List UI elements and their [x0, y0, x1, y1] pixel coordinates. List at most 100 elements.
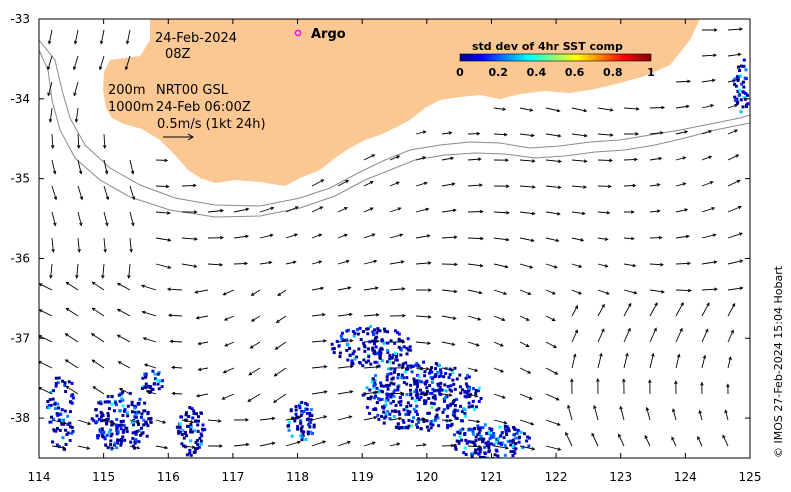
sst-pixel — [467, 428, 471, 432]
sst-pixel — [742, 85, 746, 89]
current-arrow — [701, 181, 714, 187]
current-arrow — [103, 185, 110, 201]
sst-pixel — [377, 352, 381, 356]
sst-pixel — [389, 367, 393, 371]
current-arrow — [389, 313, 406, 318]
sst-pixel — [394, 329, 398, 333]
sst-pixel — [289, 408, 293, 412]
current-arrow — [618, 433, 625, 447]
sst-pixel — [506, 427, 510, 431]
sst-pixel — [453, 387, 457, 391]
sst-pixel — [146, 412, 150, 416]
current-arrow — [51, 419, 67, 425]
sst-pixel — [133, 430, 137, 434]
sst-pixel — [106, 446, 110, 450]
sst-pixel — [299, 421, 303, 425]
sst-pixel — [156, 372, 160, 376]
current-arrow — [155, 158, 169, 163]
sst-pixel — [412, 416, 416, 420]
current-arrow — [467, 341, 480, 347]
current-arrow — [519, 159, 536, 163]
sst-pixel — [392, 370, 396, 374]
current-arrow — [389, 366, 406, 370]
current-arrow — [74, 107, 79, 123]
sst-pixel — [511, 440, 515, 444]
sst-pixel — [389, 401, 393, 405]
sst-pixel — [432, 402, 436, 406]
sst-pixel — [473, 443, 477, 447]
current-arrow — [649, 352, 655, 369]
current-arrow — [259, 260, 273, 265]
current-arrow — [649, 262, 664, 267]
sst-pixel — [389, 339, 393, 343]
current-arrow — [142, 337, 157, 343]
sst-pixel — [293, 419, 297, 423]
current-arrow — [701, 233, 717, 239]
current-arrow — [597, 133, 614, 137]
sst-pixel — [417, 367, 421, 371]
sst-pixel — [94, 421, 98, 425]
sst-pixel — [733, 77, 737, 81]
sst-pixel — [143, 372, 147, 376]
sst-pixel — [304, 407, 308, 411]
current-arrow — [64, 359, 79, 369]
sst-pixel — [47, 404, 51, 408]
current-arrow — [415, 130, 427, 135]
current-arrow — [98, 55, 105, 71]
sst-pixel — [511, 438, 515, 442]
sst-pixel — [402, 420, 406, 424]
sst-pixel — [131, 422, 135, 426]
current-arrow — [363, 313, 380, 317]
sst-pixel — [421, 417, 425, 421]
sst-pixel — [398, 339, 402, 343]
sst-pixel — [397, 332, 401, 336]
sst-pixel — [49, 415, 53, 419]
current-arrow — [645, 406, 651, 421]
isobath-200m-label: 200m — [108, 83, 145, 98]
sst-pixel — [503, 427, 507, 431]
current-arrow — [39, 283, 53, 291]
sst-pixel — [189, 453, 193, 457]
sst-pixel — [388, 417, 392, 421]
sst-pixel — [416, 421, 420, 425]
y-tick-label: -35 — [10, 172, 30, 186]
sst-pixel — [424, 400, 428, 404]
current-arrow — [363, 207, 374, 213]
sst-pixel — [415, 412, 419, 416]
sst-pixel — [380, 397, 384, 401]
sst-pixel — [409, 393, 413, 397]
sst-pixel — [306, 430, 310, 434]
sst-pixel — [71, 393, 75, 397]
sst-pixel — [435, 413, 439, 417]
sst-pixel — [140, 432, 144, 436]
sst-pixel — [372, 386, 376, 390]
sst-pixel — [506, 439, 510, 443]
sst-pixel — [739, 98, 743, 102]
sst-pixel — [394, 351, 398, 355]
sst-pixel — [358, 326, 362, 330]
current-arrow — [207, 263, 224, 267]
sst-pixel — [459, 391, 463, 395]
current-arrow — [311, 364, 328, 369]
sst-pixel — [102, 431, 106, 435]
sst-pixel — [106, 411, 110, 415]
sst-pixel — [483, 423, 487, 427]
sst-pixel — [473, 427, 477, 431]
sst-pixel — [422, 419, 426, 423]
sst-pixel — [194, 441, 198, 445]
sst-pixel — [368, 388, 372, 392]
sst-pixel — [117, 438, 121, 442]
sst-variability-patches — [46, 58, 750, 458]
sst-pixel — [446, 426, 450, 430]
current-arrow — [441, 341, 456, 346]
sst-pixel — [494, 448, 498, 452]
current-arrow — [675, 327, 683, 343]
sst-pixel — [460, 438, 464, 442]
current-arrow — [545, 133, 562, 138]
current-arrow — [519, 107, 534, 112]
sst-pixel — [500, 431, 504, 435]
sst-pixel — [105, 421, 109, 425]
current-arrow — [727, 329, 734, 343]
sst-pixel — [110, 432, 114, 436]
x-tick-label: 118 — [286, 470, 309, 484]
